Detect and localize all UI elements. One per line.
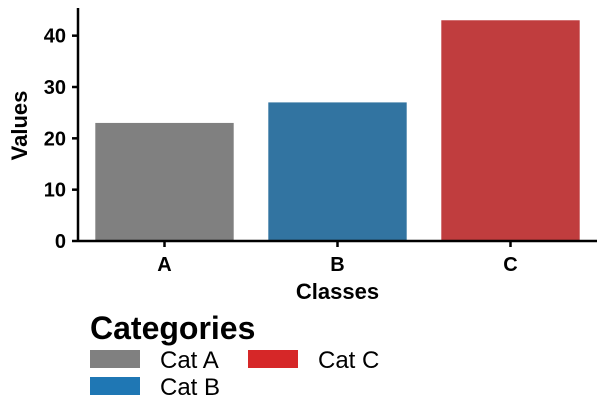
y-ticks-group: 0 10 20 30 40 (44, 26, 78, 253)
x-tick-label: C (503, 254, 517, 276)
bars-group (95, 20, 580, 242)
y-tick-label: 40 (44, 26, 66, 48)
legend-label-3: Cat C (318, 347, 379, 374)
bar-b (268, 102, 407, 242)
legend-swatch-3 (248, 350, 298, 368)
x-tick-label: A (157, 254, 171, 276)
x-axis-label: Classes (296, 279, 379, 304)
legend-label-1: Cat A (160, 347, 219, 374)
y-tick-label: 30 (44, 77, 66, 99)
y-axis-label: Values (7, 91, 32, 161)
y-tick-label: 0 (55, 231, 66, 253)
legend-swatch-2 (90, 377, 140, 395)
y-tick-label: 10 (44, 180, 66, 202)
y-tick-label: 20 (44, 128, 66, 150)
x-ticks-group: A B C (157, 241, 518, 276)
bar-c (441, 20, 580, 242)
legend-swatch-1 (90, 350, 140, 368)
legend-label-2: Cat B (160, 374, 220, 401)
bar-a (95, 122, 234, 241)
legend-title: Categories (90, 310, 255, 346)
x-tick-label: B (330, 254, 344, 276)
